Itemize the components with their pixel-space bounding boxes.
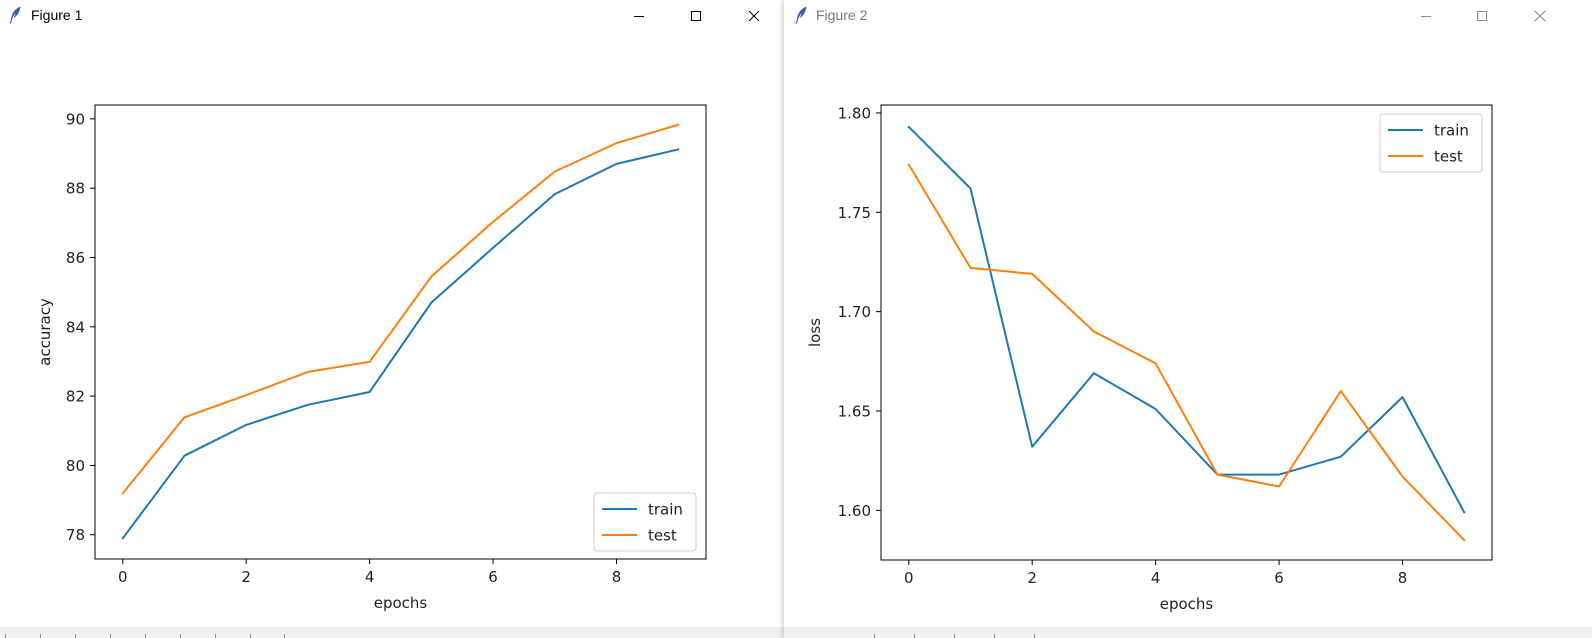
close-icon — [748, 10, 760, 21]
y-tick-label: 1.80 — [838, 104, 871, 122]
toolbar-separator — [40, 634, 41, 638]
series-line-test — [121, 123, 680, 495]
x-tick-label: 4 — [365, 568, 375, 586]
toolbar-separator — [180, 634, 181, 638]
status-bar — [784, 627, 1592, 638]
x-tick-label: 2 — [1027, 569, 1037, 587]
toolbar-separator — [994, 634, 995, 638]
toolbar-separator — [954, 634, 955, 638]
toolbar-separator — [145, 634, 146, 638]
close-button[interactable] — [1517, 0, 1563, 31]
y-tick-label: 86 — [66, 249, 85, 267]
x-axis-label: epochs — [374, 594, 428, 612]
window-title: Figure 1 — [31, 7, 83, 23]
title-bar[interactable]: Figure 2 — [784, 0, 1592, 31]
x-tick-label: 0 — [904, 569, 914, 587]
legend-label-train: train — [1434, 122, 1469, 140]
legend-label-test: test — [648, 527, 677, 545]
y-tick-label: 1.60 — [838, 502, 871, 520]
x-tick-label: 8 — [612, 568, 622, 586]
maximize-button[interactable] — [1459, 0, 1505, 31]
x-tick-label: 0 — [118, 568, 128, 586]
y-tick-label: 1.75 — [838, 204, 871, 222]
maximize-icon — [1477, 10, 1487, 21]
y-tick-label: 90 — [66, 110, 85, 128]
y-tick-label: 1.65 — [838, 402, 871, 420]
minimize-button[interactable] — [1403, 0, 1449, 31]
toolbar-separator — [250, 634, 251, 638]
series-line-train — [121, 148, 680, 540]
y-tick-label: 80 — [66, 457, 85, 475]
loss-chart: 0 2 4 6 8 1.60 1.65 1.70 1.75 1.80 epochs loss train… — [806, 104, 1493, 613]
y-tick-label: 1.70 — [838, 303, 871, 321]
minimize-icon — [634, 15, 644, 17]
feather-icon — [9, 6, 21, 24]
legend: train test — [1379, 113, 1483, 173]
maximize-icon — [691, 10, 701, 21]
accuracy-chart: 0 2 4 6 8 78 80 82 84 86 88 90 epochs accuracy train te… — [36, 104, 707, 612]
series-line-train — [907, 125, 1466, 514]
y-axis-label: accuracy — [36, 298, 54, 366]
legend: train test — [593, 492, 697, 552]
x-tick-label: 8 — [1398, 569, 1408, 587]
toolbar-separator — [914, 634, 915, 638]
toolbar-separator — [110, 634, 111, 638]
close-button[interactable] — [731, 0, 777, 31]
figure-2-window: Figure 2 0 2 4 6 8 1.60 1.65 1.70 1.75 1.80 epochs… — [784, 0, 1592, 638]
legend-box — [593, 492, 697, 552]
y-tick-label: 82 — [66, 388, 85, 406]
plot-area — [121, 123, 680, 540]
toolbar-separator — [75, 634, 76, 638]
y-tick-label: 88 — [66, 180, 85, 198]
toolbar-separator — [1034, 634, 1035, 638]
plot-area — [907, 125, 1466, 542]
close-icon — [1534, 10, 1546, 21]
toolbar-separator — [5, 634, 6, 638]
legend-label-test: test — [1434, 148, 1463, 166]
axes-frame — [880, 104, 1493, 561]
legend-box — [1379, 113, 1483, 173]
toolbar-separator — [874, 634, 875, 638]
minimize-icon — [1421, 15, 1431, 17]
x-tick-label: 2 — [241, 568, 251, 586]
y-axis-label: loss — [806, 318, 824, 347]
x-tick-label: 6 — [488, 568, 498, 586]
window-title: Figure 2 — [816, 7, 868, 23]
series-line-test — [907, 163, 1466, 542]
figure-1-window: Figure 1 0 2 4 6 8 78 80 82 84 86 88 90 epochs accura… — [0, 0, 784, 638]
minimize-button[interactable] — [616, 0, 662, 31]
x-tick-label: 6 — [1274, 569, 1284, 587]
title-bar[interactable]: Figure 1 — [0, 0, 784, 31]
toolbar-separator — [215, 634, 216, 638]
toolbar-separator — [284, 634, 285, 638]
y-tick-label: 84 — [66, 318, 85, 336]
x-axis-label: epochs — [1160, 595, 1214, 613]
legend-label-train: train — [648, 501, 683, 519]
maximize-button[interactable] — [673, 0, 719, 31]
x-tick-label: 4 — [1151, 569, 1161, 587]
y-tick-label: 78 — [66, 526, 85, 544]
feather-icon — [795, 6, 807, 24]
axes-frame — [94, 104, 707, 560]
status-bar — [0, 627, 784, 638]
